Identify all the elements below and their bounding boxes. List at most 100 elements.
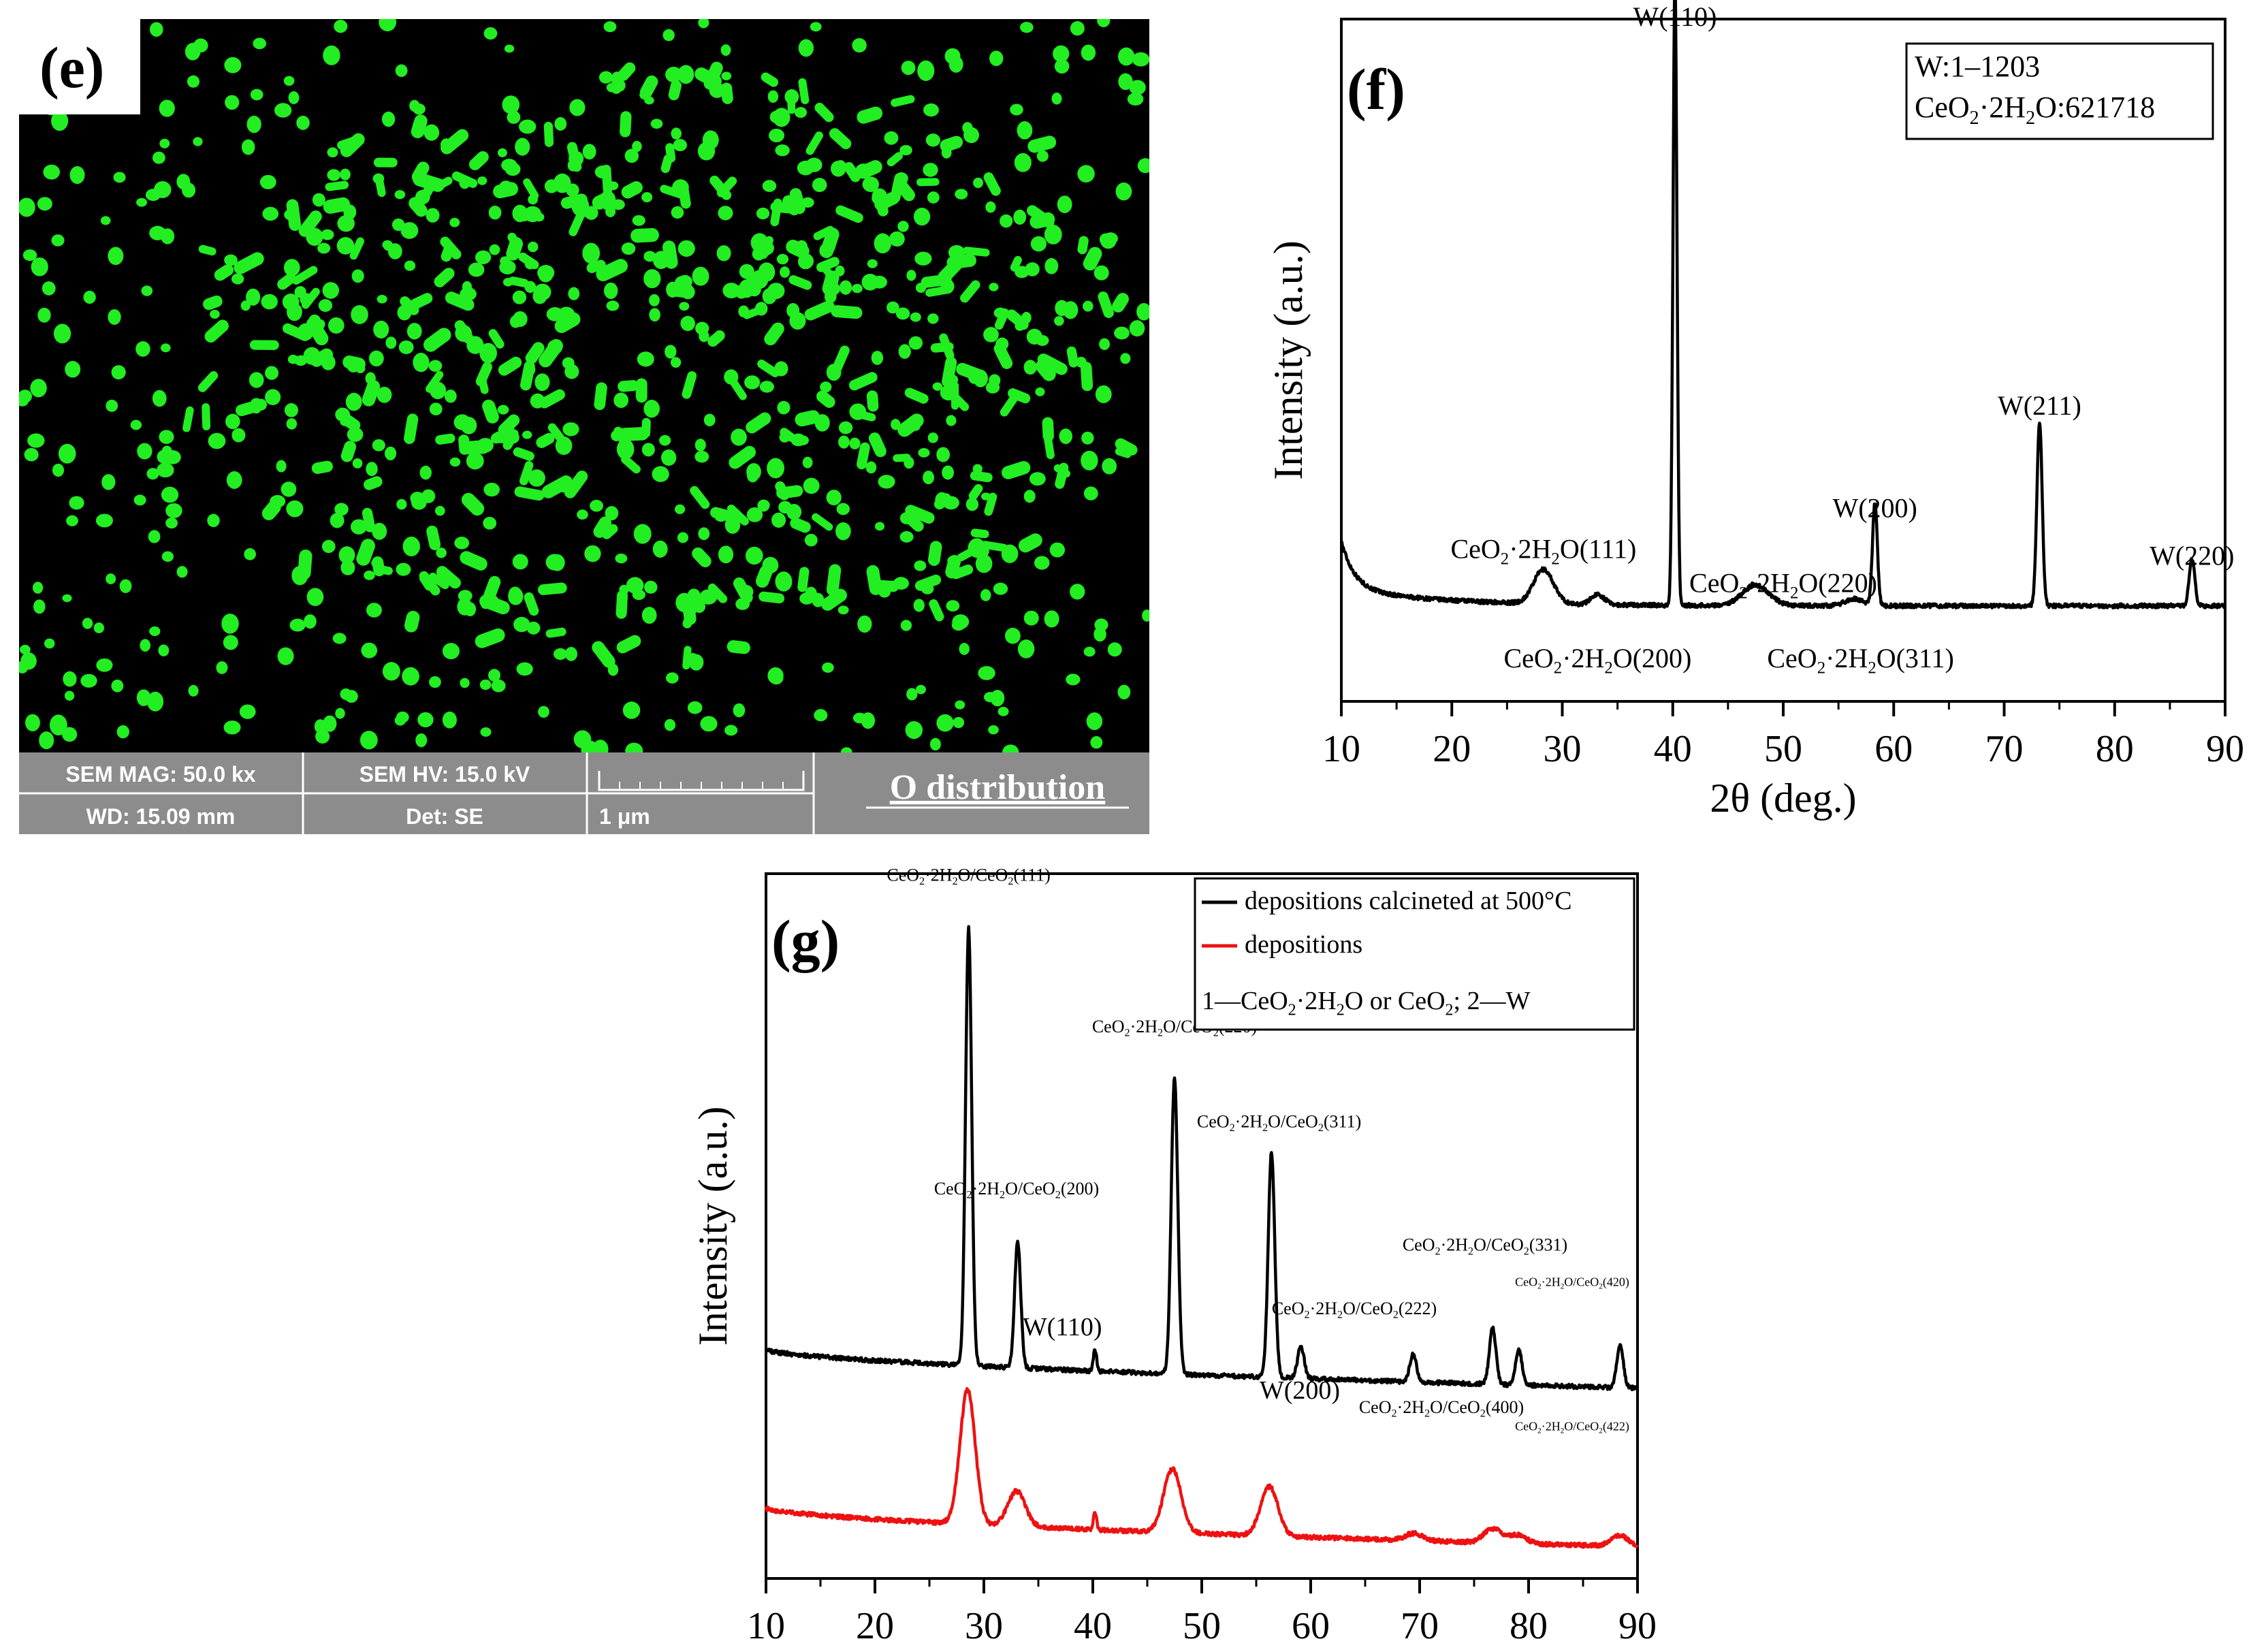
o-dot [360,731,378,750]
o-dot [246,288,261,306]
o-dot [480,595,499,609]
o-dot [457,598,473,616]
o-dot [337,215,355,232]
o-dot [1019,22,1034,33]
o-dot [37,197,52,211]
o-dot [746,507,763,522]
o-dot [157,462,174,478]
o-dot [188,684,199,697]
o-dot [419,465,432,480]
legend-box [1905,42,2214,140]
o-dot [927,432,938,443]
o-dot [197,371,219,392]
o-dot [137,443,153,460]
o-dot [249,372,264,388]
x-tick-label: 20 [856,1605,894,1647]
o-dot [1023,610,1039,626]
o-dot [688,652,698,664]
o-dot [384,446,397,461]
o-dot [761,72,779,87]
o-dot [829,128,852,150]
o-dot [544,179,559,193]
o-dot [515,138,530,156]
o-dot [840,747,852,752]
o-dot [477,176,488,185]
o-dot [804,300,835,321]
o-dot [24,447,39,462]
o-dot [968,538,986,558]
o-dot [83,290,96,304]
o-dot [679,302,690,311]
o-dot [182,182,196,198]
o-dot [916,684,926,695]
o-dot [780,266,790,278]
o-dot [152,151,165,164]
o-dot [69,165,85,185]
x-tick-label: 80 [2096,728,2134,770]
o-dot [989,50,1004,67]
o-dot [928,541,942,567]
o-dot [426,525,441,550]
o-dot [442,643,460,660]
o-dot [1077,236,1089,255]
o-dot [65,361,81,378]
o-dot [64,690,75,701]
o-dot [980,492,991,501]
o-dot [424,124,440,141]
o-dot [674,504,686,514]
o-dot [19,390,32,403]
o-dot [223,635,238,650]
o-dot [265,366,279,380]
o-dot [22,249,37,261]
o-dot [334,20,348,33]
o-dot [204,319,229,343]
peak-annotation: CeO2​·2H2​O/CeO2​(422) [1515,1420,1629,1435]
o-dot [335,708,345,719]
o-dot [239,704,256,719]
o-dot [226,471,242,489]
o-dot [284,403,298,417]
o-dot [161,486,179,503]
o-dot [1006,309,1029,330]
o-dot [678,187,691,209]
o-dot [31,257,48,276]
o-dot [461,492,485,516]
o-dot [925,133,940,147]
o-dot [652,540,668,558]
o-dot [1132,52,1149,67]
o-dot [752,241,774,261]
o-dot [1076,356,1087,368]
o-dot [757,499,770,512]
o-dot [435,433,456,445]
o-dot [1002,461,1031,479]
o-dot [641,607,657,624]
o-dot [720,44,731,56]
o-dot [328,317,345,334]
o-dot [718,206,733,221]
o-dot [690,486,710,509]
o-dot [887,152,903,167]
o-dot [709,507,739,523]
o-dot [210,309,220,319]
o-dot [1120,353,1131,364]
o-dot [111,679,124,693]
o-dot [483,27,498,40]
o-dot [93,622,104,633]
o-dot [361,642,378,658]
o-dot [340,168,351,180]
peak-annotation: W(211) [1998,390,2081,421]
o-dot [923,163,938,177]
o-dot [340,133,365,157]
o-dot [1035,359,1056,381]
o-dot [327,169,341,181]
o-dot [434,505,445,516]
o-dot [539,389,565,409]
o-dot [814,709,828,722]
o-dot [955,700,965,710]
o-dot [223,720,241,735]
o-dot [941,146,952,159]
o-dot [148,530,161,543]
x-tick-label: 40 [1074,1605,1112,1647]
o-dot [1142,609,1149,622]
o-dot [1053,45,1070,63]
